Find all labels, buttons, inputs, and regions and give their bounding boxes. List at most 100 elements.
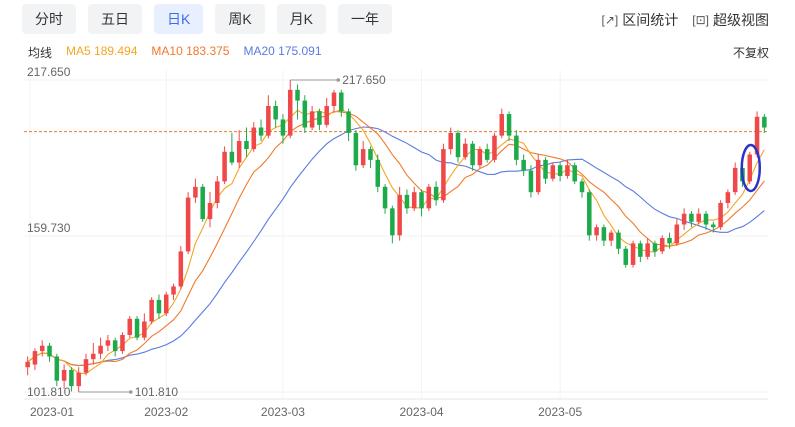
- candle: [127, 316, 133, 338]
- candle-body: [280, 119, 286, 136]
- candle-body: [689, 213, 694, 222]
- ma20-legend: MA20 175.091: [243, 44, 322, 58]
- candle: [477, 146, 483, 168]
- candle-body: [441, 149, 446, 201]
- candle: [397, 186, 402, 241]
- candle: [419, 189, 424, 217]
- candle-body: [244, 141, 249, 150]
- candle-body: [543, 159, 548, 179]
- candle-body: [470, 143, 475, 166]
- candle: [142, 313, 147, 341]
- candle-body: [76, 372, 81, 387]
- candle: [61, 364, 67, 389]
- candle-body: [112, 340, 118, 352]
- candle: [324, 97, 329, 128]
- candle: [178, 246, 184, 290]
- candle: [47, 343, 52, 362]
- candle-body: [550, 165, 556, 179]
- candle: [244, 127, 249, 158]
- candle-body: [645, 243, 650, 257]
- candle: [339, 89, 344, 117]
- candle: [32, 348, 38, 370]
- candle: [331, 89, 337, 112]
- candle: [681, 208, 687, 230]
- candle: [484, 143, 490, 163]
- fuquan-toggle[interactable]: 不复权: [732, 46, 769, 60]
- candle-body: [696, 213, 701, 222]
- candle-body: [61, 369, 67, 381]
- candle: [594, 224, 599, 241]
- candle-body: [390, 208, 395, 236]
- candle: [83, 353, 89, 376]
- candle: [215, 176, 220, 209]
- candle-body: [747, 154, 753, 182]
- ma-legend: 均线 MA5 189.494 MA10 183.375 MA20 175.091: [28, 44, 336, 61]
- candle: [543, 157, 548, 185]
- candle: [718, 200, 723, 230]
- candle-body: [258, 127, 264, 136]
- candles: [25, 80, 767, 392]
- candle-body: [594, 227, 599, 236]
- candle-body: [207, 202, 213, 220]
- candle-body: [149, 299, 154, 322]
- candle: [185, 192, 191, 255]
- candle: [638, 240, 643, 263]
- tab-wuri[interactable]: 五日: [88, 4, 142, 34]
- candle-body: [623, 248, 629, 265]
- super-view-button[interactable]: [⊡] 超级视图: [692, 10, 769, 30]
- candle: [134, 316, 140, 341]
- candle: [652, 240, 658, 257]
- candle-body: [477, 149, 483, 166]
- tab-rik[interactable]: 日K: [154, 4, 204, 34]
- candle: [309, 105, 315, 131]
- y-tick-label: 217.650: [27, 65, 71, 79]
- candle-body: [521, 159, 526, 171]
- candle: [528, 165, 534, 198]
- candle: [258, 119, 264, 142]
- tab-yuek[interactable]: 月K: [276, 4, 327, 34]
- range-stats-label: 区间统计: [622, 12, 679, 28]
- candle-body: [762, 116, 767, 128]
- candle-body: [484, 149, 490, 160]
- candle-body: [565, 165, 570, 177]
- candle-body: [732, 167, 738, 193]
- candle: [667, 232, 672, 249]
- high-price-label: 217.650: [342, 73, 386, 87]
- candle: [411, 186, 417, 212]
- tab-zhouk[interactable]: 周K: [215, 4, 265, 34]
- candle-body: [492, 135, 497, 160]
- x-tick-label: 2023-03: [261, 405, 305, 419]
- candle: [171, 283, 176, 300]
- candle: [76, 367, 81, 392]
- candle: [163, 291, 169, 317]
- candle-body: [185, 197, 191, 252]
- candle-body: [142, 321, 147, 338]
- candle-body: [616, 232, 621, 249]
- candle-body: [163, 294, 169, 314]
- chart-labels: 217.650 159.730 101.810 2023-01 2023-02 2023-…: [27, 65, 762, 419]
- ma5-legend: MA5 189.494: [66, 44, 138, 58]
- candle-body: [587, 192, 592, 236]
- candle-body: [659, 237, 665, 252]
- tab-fenshi[interactable]: 分时: [22, 4, 76, 34]
- tab-yinian[interactable]: 一年: [338, 4, 393, 34]
- candle: [91, 343, 96, 365]
- candle-body: [455, 132, 461, 158]
- candle-body: [535, 159, 541, 193]
- expand-corners-icon: [⊡]: [692, 13, 709, 27]
- candle: [360, 141, 366, 168]
- candle-body: [251, 127, 257, 150]
- ma20-line: [27, 126, 765, 367]
- chart-grid: [24, 70, 768, 400]
- candle: [630, 240, 636, 268]
- candle: [390, 205, 395, 244]
- candle-body: [703, 213, 709, 225]
- range-stats-button[interactable]: [↗] 区间统计: [602, 10, 679, 30]
- candle-body: [266, 105, 271, 136]
- candle: [200, 184, 205, 222]
- candle: [207, 192, 213, 228]
- candle: [492, 132, 497, 163]
- candle-body: [718, 202, 723, 228]
- candle-body: [229, 151, 235, 163]
- candle-body: [404, 194, 410, 209]
